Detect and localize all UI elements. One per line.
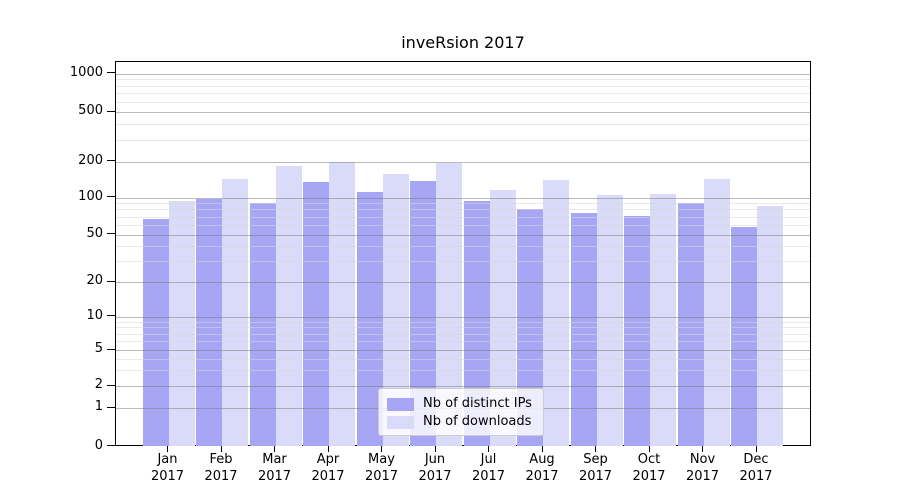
bar-downloads-aug bbox=[543, 180, 569, 447]
y-tick-label-1000: 1000 bbox=[69, 64, 103, 80]
y-tick-1 bbox=[107, 406, 115, 408]
bar-distinct-ips-apr bbox=[303, 181, 329, 447]
y-tick-label-100: 100 bbox=[78, 188, 103, 204]
bar-downloads-sep bbox=[596, 194, 623, 447]
bar-downloads-mar bbox=[275, 166, 302, 447]
y-tick-label-50: 50 bbox=[86, 225, 103, 241]
y-tick-label-0: 0 bbox=[94, 437, 103, 453]
major-gridline-2 bbox=[116, 386, 810, 387]
bar-downloads-jan bbox=[168, 200, 195, 447]
minor-gridline-9 bbox=[116, 321, 810, 323]
legend-label-downloads: Nb of downloads bbox=[423, 414, 532, 429]
y-tick-50 bbox=[107, 233, 115, 234]
x-tick-jul bbox=[488, 445, 489, 452]
plot-area bbox=[115, 61, 811, 447]
bar-distinct-ips-nov bbox=[677, 202, 704, 447]
bar-distinct-ips-sep bbox=[570, 212, 597, 447]
x-tick-label-jan: Jan 2017 bbox=[150, 451, 185, 484]
legend-item-downloads: Nb of downloads bbox=[387, 413, 535, 431]
major-gridline-100 bbox=[116, 197, 810, 199]
minor-gridline-60 bbox=[116, 224, 810, 226]
y-tick-label-10: 10 bbox=[86, 307, 103, 323]
x-tick-mar bbox=[274, 445, 275, 452]
x-tick-label-nov: Nov 2017 bbox=[685, 451, 720, 484]
minor-gridline-40 bbox=[116, 246, 810, 248]
y-tick-label-1: 1 bbox=[94, 399, 103, 414]
minor-gridline-300 bbox=[116, 139, 810, 141]
y-tick-label-2: 2 bbox=[94, 377, 103, 392]
minor-gridline-30 bbox=[116, 260, 810, 262]
minor-gridline-70 bbox=[116, 216, 810, 218]
minor-gridline-700 bbox=[116, 93, 810, 95]
legend: Nb of distinct IPs Nb of downloads bbox=[378, 388, 544, 436]
x-tick-oct bbox=[648, 445, 650, 452]
x-tick-label-feb: Feb 2017 bbox=[204, 451, 238, 484]
minor-gridline-3 bbox=[116, 370, 810, 372]
chart-title: inveRsion 2017 bbox=[401, 33, 525, 52]
y-tick-label-200: 200 bbox=[78, 152, 103, 168]
minor-gridline-90 bbox=[116, 203, 810, 205]
minor-gridline-7 bbox=[116, 333, 810, 335]
bar-downloads-dec bbox=[757, 205, 783, 447]
x-tick-label-apr: Apr 2017 bbox=[311, 451, 345, 484]
bar-distinct-ips-feb bbox=[196, 199, 222, 447]
y-tick-1000 bbox=[107, 72, 115, 73]
y-tick-label-20: 20 bbox=[86, 273, 103, 288]
major-gridline-20 bbox=[116, 282, 810, 283]
x-tick-label-jun: Jun 2017 bbox=[418, 451, 452, 484]
x-tick-aug bbox=[541, 445, 543, 452]
minor-gridline-900 bbox=[116, 79, 810, 81]
bar-distinct-ips-mar bbox=[249, 202, 276, 447]
y-tick-2 bbox=[107, 384, 115, 386]
minor-gridline-400 bbox=[116, 124, 810, 126]
x-tick-label-mar: Mar 2017 bbox=[257, 451, 292, 484]
x-tick-sep bbox=[595, 445, 596, 452]
y-tick-100 bbox=[107, 196, 115, 197]
bar-distinct-ips-dec bbox=[731, 226, 757, 447]
legend-item-distinct-ips: Nb of distinct IPs bbox=[387, 395, 535, 413]
minor-gridline-800 bbox=[116, 85, 810, 87]
major-gridline-5 bbox=[116, 350, 810, 351]
x-tick-nov bbox=[702, 445, 703, 452]
bar-downloads-oct bbox=[650, 193, 676, 447]
y-tick-500 bbox=[107, 110, 115, 112]
y-tick-5 bbox=[107, 348, 115, 350]
y-tick-label-5: 5 bbox=[94, 341, 103, 356]
grid-layer bbox=[116, 62, 810, 445]
x-tick-apr bbox=[327, 445, 329, 452]
y-tick-200 bbox=[107, 160, 115, 161]
major-gridline-500 bbox=[116, 112, 810, 113]
minor-gridline-600 bbox=[116, 101, 810, 103]
minor-gridline-6 bbox=[116, 341, 810, 343]
legend-label-distinct-ips: Nb of distinct IPs bbox=[423, 396, 532, 411]
x-tick-label-may: May 2017 bbox=[364, 451, 399, 484]
x-tick-may bbox=[381, 445, 382, 452]
x-tick-dec bbox=[755, 445, 757, 452]
legend-swatch-downloads bbox=[387, 415, 414, 429]
minor-gridline-8 bbox=[116, 327, 810, 329]
x-tick-label-aug: Aug 2017 bbox=[525, 451, 559, 484]
x-tick-jun bbox=[434, 445, 436, 452]
x-tick-feb bbox=[220, 445, 222, 452]
y-tick-20 bbox=[107, 280, 115, 282]
major-gridline-1000 bbox=[116, 73, 810, 75]
minor-gridline-80 bbox=[116, 209, 810, 211]
legend-swatch-distinct-ips bbox=[387, 397, 414, 411]
bar-downloads-feb bbox=[222, 178, 248, 447]
y-tick-label-500: 500 bbox=[78, 103, 103, 118]
x-tick-label-dec: Dec 2017 bbox=[739, 451, 773, 484]
major-gridline-50 bbox=[116, 234, 810, 236]
x-tick-label-sep: Sep 2017 bbox=[578, 451, 613, 484]
x-tick-jan bbox=[167, 445, 168, 452]
x-tick-label-jul: Jul 2017 bbox=[471, 451, 506, 484]
minor-gridline-4 bbox=[116, 358, 810, 360]
y-tick-10 bbox=[107, 315, 115, 316]
x-tick-label-oct: Oct 2017 bbox=[632, 451, 666, 484]
bar-downloads-nov bbox=[703, 178, 730, 447]
major-gridline-10 bbox=[116, 316, 810, 318]
y-tick-0 bbox=[107, 445, 115, 446]
major-gridline-200 bbox=[116, 161, 810, 163]
